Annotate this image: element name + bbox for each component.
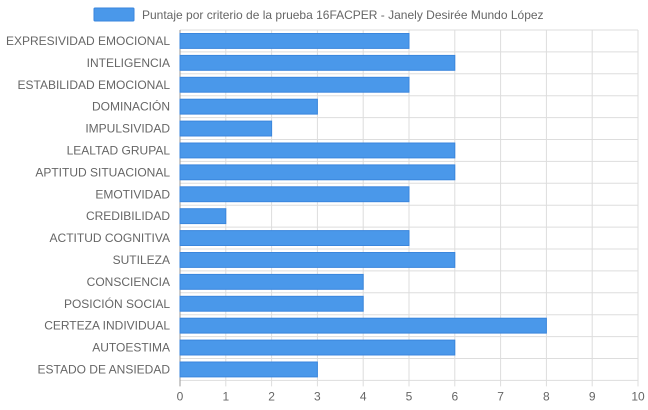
- x-tick-label: 6: [451, 389, 458, 403]
- category-label: CREDIBILIDAD: [86, 209, 170, 223]
- bar[interactable]: [179, 164, 456, 181]
- category-label: APTITUD SITUACIONAL: [35, 165, 170, 179]
- category-label: AUTOESTIMA: [92, 341, 170, 355]
- legend-swatch: [93, 7, 135, 22]
- x-tick-label: 0: [177, 389, 184, 403]
- bar[interactable]: [179, 76, 410, 93]
- bar[interactable]: [179, 273, 364, 290]
- category-label: POSICIÓN SOCIAL: [64, 296, 170, 311]
- legend[interactable]: Puntaje por criterio de la prueba 16FACP…: [93, 7, 544, 22]
- bar[interactable]: [179, 120, 273, 137]
- x-tick-label: 4: [360, 389, 367, 403]
- x-tick-label: 3: [314, 389, 321, 403]
- legend-label: Puntaje por criterio de la prueba 16FACP…: [142, 8, 544, 22]
- category-label: CERTEZA INDIVIDUAL: [44, 319, 170, 333]
- x-tick-label: 7: [497, 389, 504, 403]
- category-label: INTELIGENCIA: [87, 56, 170, 70]
- category-label: SUTILEZA: [113, 253, 170, 267]
- bar[interactable]: [179, 361, 318, 378]
- category-label: CONSCIENCIA: [87, 275, 170, 289]
- x-tick-label: 10: [631, 389, 645, 403]
- category-label: LEALTAD GRUPAL: [67, 143, 171, 157]
- bar[interactable]: [179, 98, 318, 115]
- category-label: IMPULSIVIDAD: [85, 122, 170, 136]
- x-tick-label: 9: [589, 389, 596, 403]
- category-label: ESTADO DE ANSIEDAD: [38, 362, 171, 376]
- bars: [179, 33, 547, 378]
- category-labels: EXPRESIVIDAD EMOCIONAL INTELIGENCIA ESTABI…: [6, 34, 170, 377]
- bar[interactable]: [179, 295, 364, 312]
- bar[interactable]: [179, 252, 456, 268]
- bar[interactable]: [179, 339, 456, 356]
- category-label: DOMINACIÓN: [92, 99, 170, 114]
- category-label: EMOTIVIDAD: [95, 187, 170, 201]
- category-label: EXPRESIVIDAD EMOCIONAL: [6, 34, 170, 48]
- bar[interactable]: [179, 317, 547, 334]
- category-label: ESTABILIDAD EMOCIONAL: [18, 78, 171, 92]
- bar[interactable]: [179, 142, 456, 159]
- bar[interactable]: [179, 186, 410, 203]
- x-axis-ticks: 0 1 2 3 4 5 6 7 8 9 10: [177, 389, 645, 403]
- x-tick-label: 5: [406, 389, 413, 403]
- bar[interactable]: [179, 208, 227, 225]
- bar[interactable]: [179, 33, 410, 49]
- x-tick-label: 1: [222, 389, 229, 403]
- bar[interactable]: [179, 54, 456, 71]
- bar[interactable]: [179, 230, 410, 246]
- category-label: ACTITUD COGNITIVA: [50, 231, 170, 245]
- x-tick-label: 8: [543, 389, 550, 403]
- x-tick-label: 2: [268, 389, 275, 403]
